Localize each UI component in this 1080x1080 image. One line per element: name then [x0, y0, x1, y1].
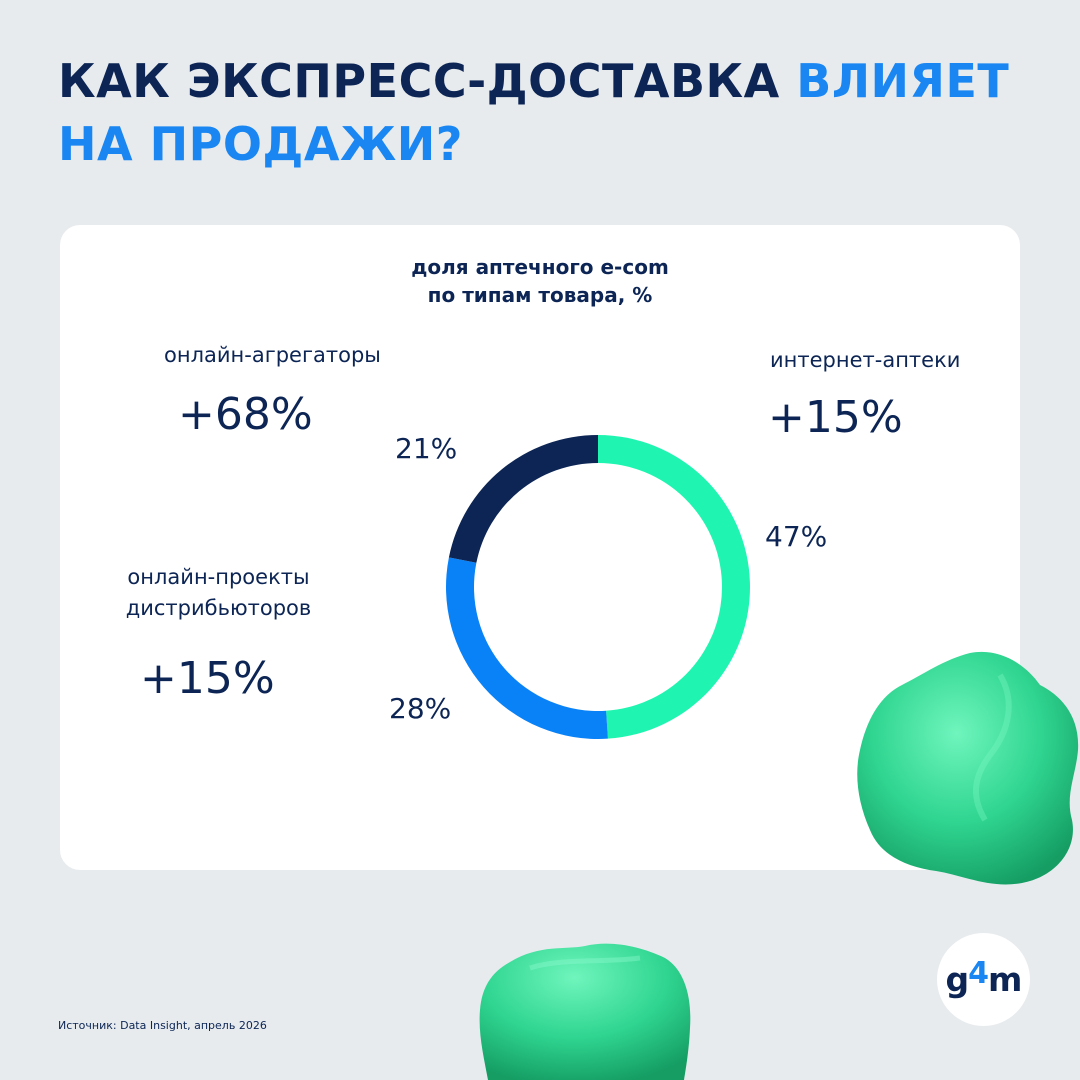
title-part1: КАК ЭКСПРЕСС-ДОСТАВКА — [58, 54, 780, 108]
pct-label-distributors: 28% — [389, 692, 452, 725]
chart-title-line1: доля аптечного e-com — [411, 255, 669, 279]
donut-slice-aggregators — [448, 435, 598, 563]
label-distributors-line2: дистрибьюторов — [125, 596, 312, 620]
logo-g: g — [945, 960, 970, 999]
value-aggregators-change: +68% — [178, 389, 313, 440]
source-note: Источник: Data Insight, апрель 2026 — [58, 1019, 267, 1032]
chart-title: доля аптечного e-com по типам товара, % — [400, 253, 680, 309]
value-pharmacies-change: +15% — [768, 392, 903, 443]
title-part3-accent: НА ПРОДАЖИ? — [58, 117, 463, 171]
page-title: КАК ЭКСПРЕСС-ДОСТАВКА ВЛИЯЕТ НА ПРОДАЖИ? — [58, 50, 1009, 176]
label-distributors-line1: онлайн-проекты — [127, 565, 310, 589]
label-pharmacies: интернет-аптеки — [770, 348, 961, 372]
pct-label-pharmacies: 47% — [765, 520, 828, 553]
title-part2-accent: ВЛИЯЕТ — [796, 54, 1010, 108]
donut-slice-pharmacies — [598, 435, 750, 739]
value-distributors-change: +15% — [140, 653, 275, 704]
donut-slice-distributors — [446, 557, 608, 739]
chart-title-line2: по типам товара, % — [427, 283, 653, 307]
chart-card: доля аптечного e-com по типам товара, % … — [60, 225, 1020, 870]
green-blob-bottom — [479, 943, 691, 1080]
logo-4: 4 — [968, 956, 989, 991]
pct-label-aggregators: 21% — [395, 432, 458, 465]
logo-m: m — [988, 960, 1022, 999]
green-blob-right — [857, 651, 1079, 885]
donut-chart — [446, 435, 750, 739]
label-aggregators: онлайн-агрегаторы — [164, 343, 381, 367]
label-distributors: онлайн-проекты дистрибьюторов — [116, 562, 321, 624]
